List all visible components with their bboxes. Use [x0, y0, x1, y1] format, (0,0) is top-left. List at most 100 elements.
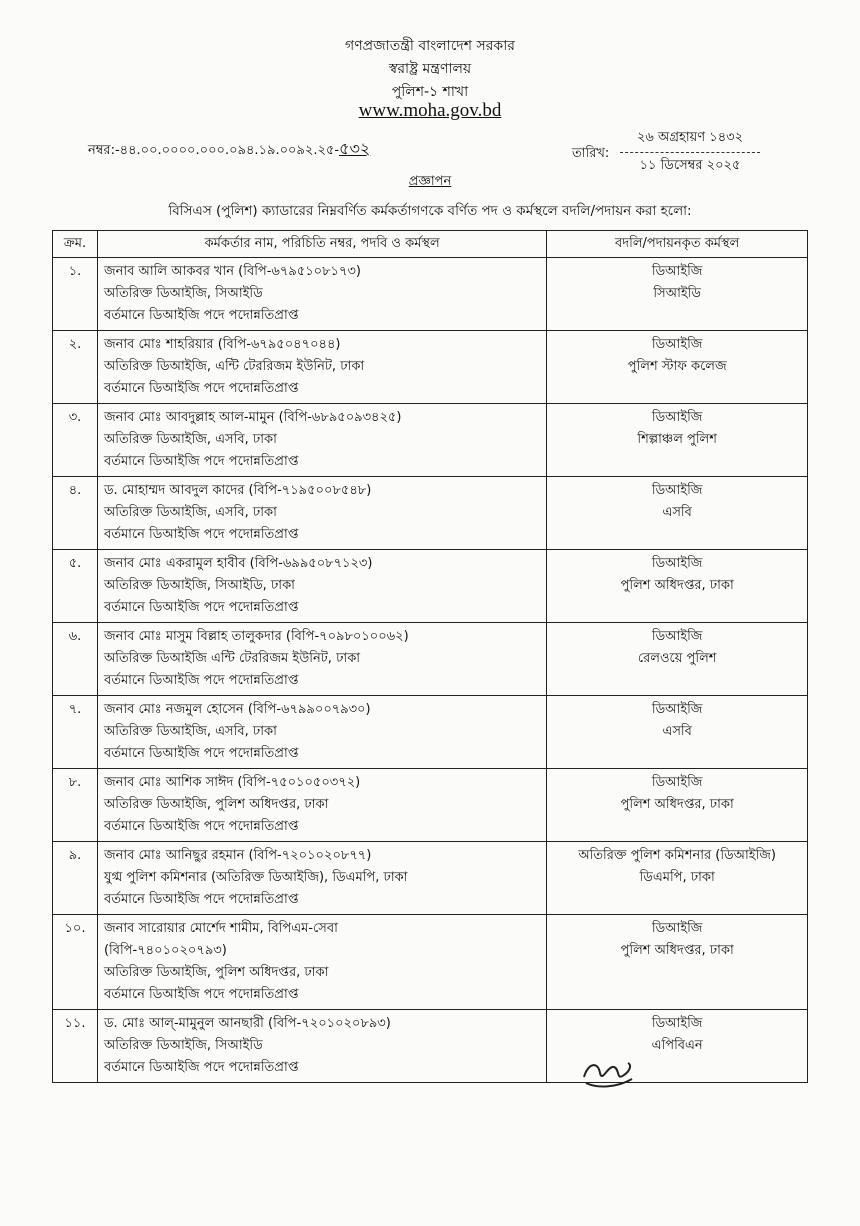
- posting-line: ডিআইজি: [651, 483, 703, 498]
- officer-line: অতিরিক্ত ডিআইজি, এসবি, ঢাকা: [103, 724, 277, 739]
- posting-cell: ডিআইজি এসবি: [546, 695, 808, 769]
- table-row: ১. জনাব আলি আকবর খান (বিপি-৬৭৯৫১০৮১৭৩) অতি…: [52, 257, 808, 331]
- posting-cell: ডিআইজি শিল্পাঞ্চল পুলিশ: [546, 403, 808, 477]
- officer-cell: জনাব মোঃ শাহরিয়ার (বিপি-৬৭৯৫০৪৭০৪৪) অতির…: [96, 330, 548, 404]
- officer-line: জনাব মোঃ আশিক সাঈদ (বিপি-৭৫০১০৫০৩৭২): [103, 775, 361, 790]
- posting-line: সিআইডি: [653, 286, 701, 301]
- officer-line: অতিরিক্ত ডিআইজি, সিআইডি: [103, 286, 263, 301]
- reference-number: নম্বর:-৪৪.০০.০০০০.০০০.০৯৪.১৯.০০৯২.২৫-৫৩২: [88, 136, 370, 163]
- table-header: ক্রম. কর্মকর্তার নাম, পরিচিতি নম্বর, পদব…: [52, 230, 808, 258]
- officer-line: জনাব সারোয়ার মোর্শেদ শামীম, বিপিএম-সেবা: [103, 921, 338, 936]
- branch-name: পুলিশ-১ শাখা: [391, 84, 469, 100]
- notification-title: প্রজ্ঞাপন: [408, 174, 452, 189]
- serial-cell: ১০.: [52, 914, 98, 1010]
- officer-line: জনাব মোঃ আনিছুর রহমান (বিপি-৭২০১০২০৮৭৭): [103, 848, 372, 863]
- officer-line: জনাব মোঃ শাহরিয়ার (বিপি-৬৭৯৫০৪৭০৪৪): [103, 337, 341, 352]
- officer-cell: ড. মোহাম্মদ আবদুল কাদের (বিপি-৭১৯৫০০৮৫৪৮…: [96, 476, 548, 550]
- officer-line: বর্তমানে ডিআইজি পদে পদোন্নতিপ্রাপ্ত: [103, 381, 299, 396]
- officer-line: বর্তমানে ডিআইজি পদে পদোন্নতিপ্রাপ্ত: [103, 746, 299, 761]
- ministry-name: স্বরাষ্ট্র মন্ত্রণালয়: [388, 61, 472, 77]
- posting-line: পুলিশ স্টাফ কলেজ: [627, 359, 727, 374]
- officer-line: বর্তমানে ডিআইজি পদে পদোন্নতিপ্রাপ্ত: [103, 1060, 299, 1075]
- date-block: ২৬ অগ্রহায়ণ ১৪৩২ ১১ ডিসেম্বর ২০২৫: [620, 128, 760, 177]
- posting-line: পুলিশ অধিদপ্তর, ঢাকা: [620, 943, 734, 958]
- officer-line: (বিপি-৭৪০১০২০৭৯৩): [103, 943, 227, 958]
- serial-cell: ৮.: [52, 768, 98, 842]
- posting-cell: ডিআইজি রেলওয়ে পুলিশ: [546, 622, 808, 696]
- col-serial: ক্রম.: [52, 230, 98, 258]
- table-row: ১১. ড. মোঃ আল্-মামুনুল আনছারী (বিপি-৭২০১০…: [52, 1009, 808, 1083]
- signature-icon: [583, 1062, 633, 1088]
- posting-cell: ডিআইজি এপিবিএন: [546, 1009, 808, 1083]
- officer-line: ড. মোহাম্মদ আবদুল কাদের (বিপি-৭১৯৫০০৮৫৪৮…: [103, 483, 372, 498]
- officer-line: অতিরিক্ত ডিআইজি, পুলিশ অধিদপ্তর, ঢাকা: [103, 965, 329, 980]
- posting-line: পুলিশ অধিদপ্তর, ঢাকা: [620, 797, 734, 812]
- serial-cell: ১.: [52, 257, 98, 331]
- serial-cell: ৫.: [52, 549, 98, 623]
- intro-text: বিসিএস (পুলিশ) ক্যাডারের নিম্নবর্ণিত কর্…: [168, 203, 692, 219]
- col-officer: কর্মকর্তার নাম, পরিচিতি নম্বর, পদবি ও কর…: [96, 230, 548, 258]
- officer-line: বর্তমানে ডিআইজি পদে পদোন্নতিপ্রাপ্ত: [103, 454, 299, 469]
- posting-cell: ডিআইজি পুলিশ অধিদপ্তর, ঢাকা: [546, 914, 808, 1010]
- posting-line: রেলওয়ে পুলিশ: [637, 651, 717, 666]
- officer-cell: জনাব মোঃ মাসুম বিল্লাহ তালুকদার (বিপি-৭০…: [96, 622, 548, 696]
- officer-line: বর্তমানে ডিআইজি পদে পদোন্নতিপ্রাপ্ত: [103, 819, 299, 834]
- officer-line: অতিরিক্ত ডিআইজি, সিআইডি: [103, 1038, 263, 1053]
- posting-line: পুলিশ অধিদপ্তর, ঢাকা: [620, 578, 734, 593]
- serial-cell: ১১.: [52, 1009, 98, 1083]
- table-row: ৭. জনাব মোঃ নজমুল হোসেন (বিপি-৬৭৯৯০০৭৯৩০)…: [52, 695, 808, 769]
- posting-line: এসবি: [662, 505, 692, 520]
- posting-line: ডিআইজি: [651, 921, 703, 936]
- officer-line: অতিরিক্ত ডিআইজি, এসবি, ঢাকা: [103, 505, 277, 520]
- posting-line: এপিবিএন: [651, 1038, 703, 1053]
- officer-cell: জনাব মোঃ একরামুল হাবীব (বিপি-৬৯৯৫০৮৭১২৩)…: [96, 549, 548, 623]
- officer-cell: জনাব আলি আকবর খান (বিপি-৬৭৯৫১০৮১৭৩) অতিরি…: [96, 257, 548, 331]
- date-bangla: ২৬ অগ্রহায়ণ ১৪৩২: [620, 128, 760, 153]
- officer-cell: জনাব মোঃ আবদুল্লাহ আল-মামুন (বিপি-৬৮৯৫০৯…: [96, 403, 548, 477]
- officer-line: অতিরিক্ত ডিআইজি, এন্টি টেররিজম ইউনিট, ঢা…: [103, 359, 365, 374]
- table-row: ৪. ড. মোহাম্মদ আবদুল কাদের (বিপি-৭১৯৫০০৮৫…: [52, 476, 808, 550]
- posting-cell: ডিআইজি পুলিশ অধিদপ্তর, ঢাকা: [546, 768, 808, 842]
- ref-number-text: নম্বর:-৪৪.০০.০০০০.০০০.০৯৪.১৯.০০৯২.২৫-: [88, 143, 340, 158]
- posting-cell: ডিআইজি সিআইডি: [546, 257, 808, 331]
- date-label: তারিখ:: [572, 146, 610, 161]
- officer-line: অতিরিক্ত ডিআইজি, পুলিশ অধিদপ্তর, ঢাকা: [103, 797, 329, 812]
- posting-line: ডিআইজি: [651, 264, 703, 279]
- posting-line: অতিরিক্ত পুলিশ কমিশনার (ডিআইজি): [578, 848, 776, 863]
- officer-cell: জনাব সারোয়ার মোর্শেদ শামীম, বিপিএম-সেবা…: [96, 914, 548, 1010]
- officer-line: বর্তমানে ডিআইজি পদে পদোন্নতিপ্রাপ্ত: [103, 527, 299, 542]
- posting-line: ডিআইজি: [651, 556, 703, 571]
- serial-cell: ৯.: [52, 841, 98, 915]
- date-gregorian: ১১ ডিসেম্বর ২০২৫: [639, 158, 741, 173]
- officer-line: জনাব মোঃ নজমুল হোসেন (বিপি-৬৭৯৯০০৭৯৩০): [103, 702, 371, 717]
- serial-cell: ৪.: [52, 476, 98, 550]
- officer-cell: জনাব মোঃ আনিছুর রহমান (বিপি-৭২০১০২০৮৭৭) য…: [96, 841, 548, 915]
- govt-name: গণপ্রজাতন্ত্রী বাংলাদেশ সরকার: [345, 38, 515, 54]
- table-row: ৩. জনাব মোঃ আবদুল্লাহ আল-মামুন (বিপি-৬৮৯৫…: [52, 403, 808, 477]
- website-link[interactable]: www.moha.gov.bd: [358, 100, 502, 121]
- officer-cell: জনাব মোঃ আশিক সাঈদ (বিপি-৭৫০১০৫০৩৭২) অতির…: [96, 768, 548, 842]
- transfer-table: ক্রম. কর্মকর্তার নাম, পরিচিতি নম্বর, পদব…: [52, 230, 808, 1083]
- officer-line: জনাব মোঃ আবদুল্লাহ আল-মামুন (বিপি-৬৮৯৫০৯…: [103, 410, 402, 425]
- officer-line: বর্তমানে ডিআইজি পদে পদোন্নতিপ্রাপ্ত: [103, 987, 299, 1002]
- posting-line: এসবি: [662, 724, 692, 739]
- serial-cell: ৭.: [52, 695, 98, 769]
- posting-line: ডিআইজি: [651, 775, 703, 790]
- table-row: ৯. জনাব মোঃ আনিছুর রহমান (বিপি-৭২০১০২০৮৭৭…: [52, 841, 808, 915]
- posting-line: ডিআইজি: [651, 1016, 703, 1031]
- officer-line: অতিরিক্ত ডিআইজি, এসবি, ঢাকা: [103, 432, 277, 447]
- serial-cell: ৩.: [52, 403, 98, 477]
- table-row: ৮. জনাব মোঃ আশিক সাঈদ (বিপি-৭৫০১০৫০৩৭২) অত…: [52, 768, 808, 842]
- posting-line: ডিআইজি: [651, 337, 703, 352]
- table-row: ১০. জনাব সারোয়ার মোর্শেদ শামীম, বিপিএম-স…: [52, 914, 808, 1010]
- officer-line: বর্তমানে ডিআইজি পদে পদোন্নতিপ্রাপ্ত: [103, 892, 299, 907]
- posting-line: ডিএমপি, ঢাকা: [639, 870, 715, 885]
- officer-line: জনাব মোঃ একরামুল হাবীব (বিপি-৬৯৯৫০৮৭১২৩): [103, 556, 373, 571]
- ref-handwritten-suffix: ৫৩২: [339, 139, 371, 158]
- posting-line: ডিআইজি: [651, 629, 703, 644]
- officer-line: ড. মোঃ আল্-মামুনুল আনছারী (বিপি-৭২০১০২০৮…: [103, 1016, 391, 1031]
- posting-line: ডিআইজি: [651, 410, 703, 425]
- table-row: ৫. জনাব মোঃ একরামুল হাবীব (বিপি-৬৯৯৫০৮৭১২…: [52, 549, 808, 623]
- posting-cell: ডিআইজি পুলিশ স্টাফ কলেজ: [546, 330, 808, 404]
- signature: [578, 1055, 638, 1095]
